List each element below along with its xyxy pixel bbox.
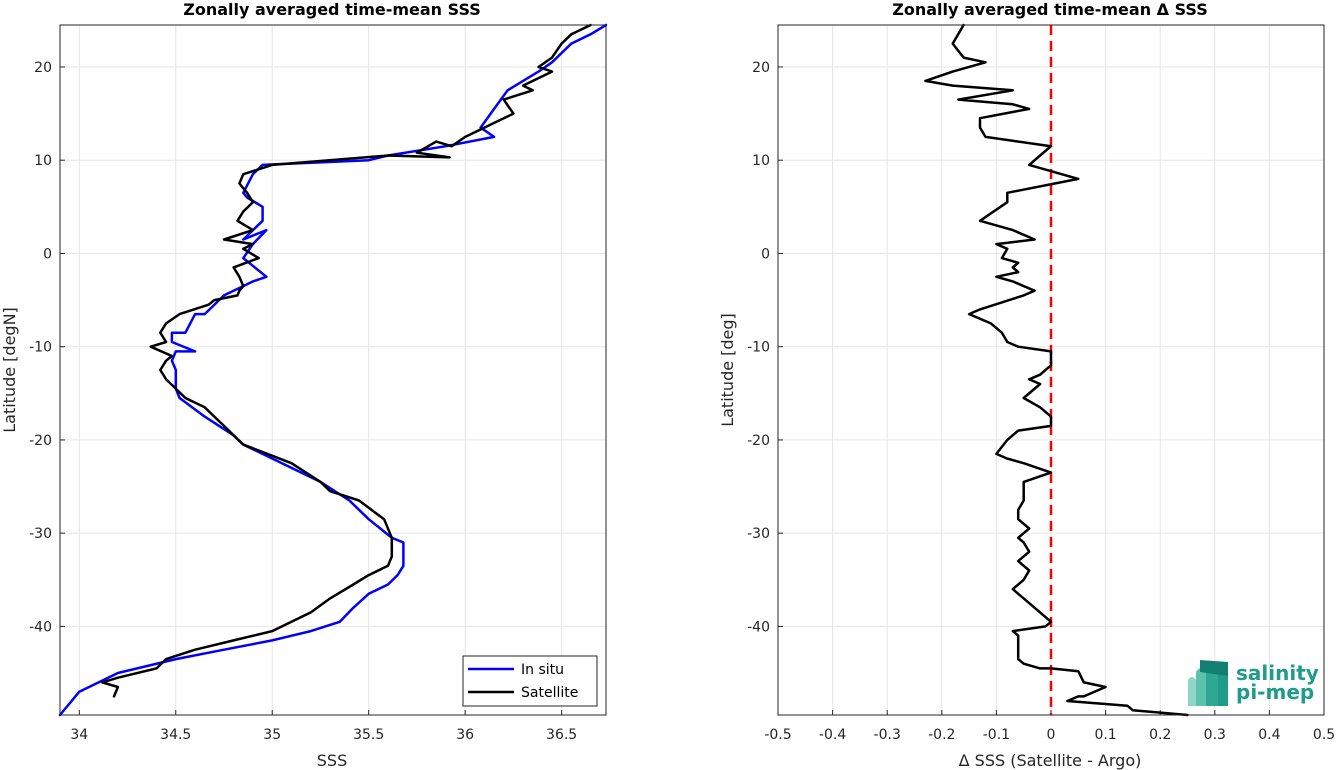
right-chart: Zonally averaged time-mean Δ SSS -0.5 -0.… [718, 0, 1335, 770]
right-y-tick-label: 10 [752, 153, 770, 169]
left-x-tick-label: 36 [456, 727, 474, 743]
right-x-tick-label: 0.4 [1258, 727, 1280, 743]
left-y-tick-label: 0 [43, 246, 52, 262]
left-x-tick-label: 34.5 [160, 727, 191, 743]
logo-text-pi-mep: pi-mep [1236, 680, 1314, 704]
right-axes-box [777, 24, 1325, 716]
right-y-tick-label: -30 [747, 526, 770, 542]
left-y-tick-label: -10 [29, 340, 52, 356]
left-series [58, 23, 608, 717]
right-x-tick-label: 0.5 [1313, 727, 1335, 743]
logo-waves-icon [1188, 660, 1228, 706]
left-y-axis-label: Latitude [degN] [0, 307, 19, 433]
left-y-tick-label: -40 [29, 619, 52, 635]
left-series-in-situ [58, 23, 608, 717]
legend-box [462, 655, 598, 707]
left-tick-labels: 34 34.5 35 35.5 36 36.5 -40 -30 -20 -10 0 10 20 [29, 60, 577, 743]
legend-label-satellite: Satellite [521, 685, 578, 701]
right-x-tick-label: 0.2 [1149, 727, 1171, 743]
right-x-tick-label: 0.3 [1204, 727, 1226, 743]
left-chart-title: Zonally averaged time-mean SSS [183, 0, 481, 19]
right-x-tick-label: 0.1 [1094, 727, 1116, 743]
left-y-tick-label: -20 [29, 433, 52, 449]
right-y-tick-label: 0 [761, 246, 770, 262]
right-y-tick-label: -10 [747, 340, 770, 356]
right-y-tick-label: -20 [747, 433, 770, 449]
left-x-tick-label: 34 [70, 727, 88, 743]
left-grid [60, 25, 606, 715]
right-x-axis-label: Δ SSS (Satellite - Argo) [959, 751, 1142, 770]
right-x-tick-label: 0 [1047, 727, 1056, 743]
right-series-series-0 [924, 23, 1189, 717]
legend: In situ Satellite [462, 655, 598, 707]
left-y-tick-label: 20 [34, 60, 52, 76]
left-axes-box [59, 24, 607, 716]
left-plot-area [60, 25, 606, 715]
right-chart-title: Zonally averaged time-mean Δ SSS [892, 0, 1208, 19]
right-tick-labels: -0.5 -0.4 -0.3 -0.2 -0.1 0 0.1 0.2 0.3 0.4 0.5 -40 -… [747, 60, 1335, 743]
left-x-tick-label: 35.5 [353, 727, 384, 743]
logo-text-salinity: salinity [1236, 661, 1319, 685]
left-x-tick-label: 35 [263, 727, 281, 743]
right-x-tick-label: -0.2 [928, 727, 955, 743]
left-series-satellite [101, 23, 592, 698]
right-y-tick-label: -40 [747, 619, 770, 635]
left-y-tick-label: 10 [34, 153, 52, 169]
legend-label-in-situ: In situ [521, 662, 564, 678]
right-x-tick-label: -0.5 [764, 727, 791, 743]
right-x-tick-label: -0.1 [983, 727, 1010, 743]
right-x-tick-label: -0.3 [874, 727, 901, 743]
salinity-pi-mep-logo: salinity pi-mep [1188, 660, 1319, 706]
left-x-axis-label: SSS [317, 751, 347, 770]
right-y-tick-label: 20 [752, 60, 770, 76]
right-x-tick-label: -0.4 [819, 727, 846, 743]
right-y-axis-label: Latitude [deg] [718, 313, 737, 427]
right-series [924, 23, 1189, 717]
left-y-tick-label: -30 [29, 526, 52, 542]
left-chart: Zonally averaged time-mean SSS 34 34.5 35 3… [0, 0, 608, 770]
left-x-tick-label: 36.5 [546, 727, 577, 743]
